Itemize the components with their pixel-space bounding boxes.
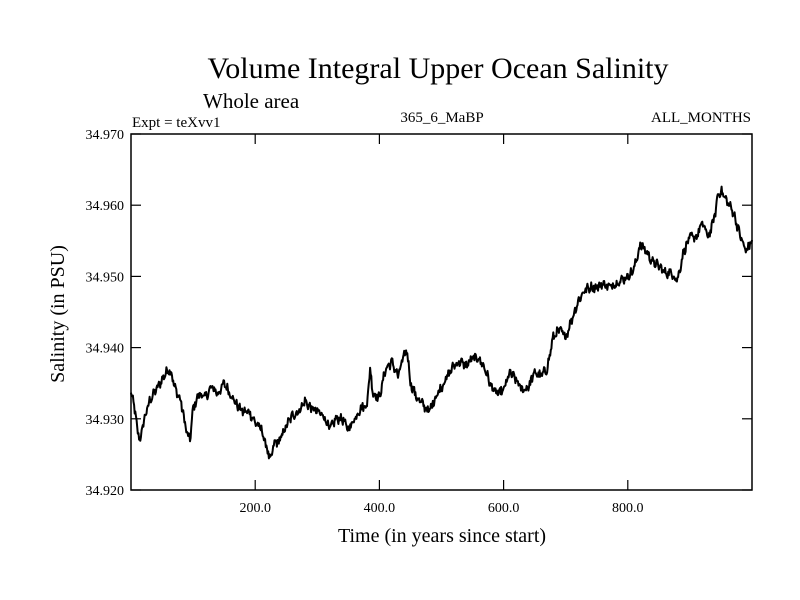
salinity-series-line xyxy=(130,185,753,460)
y-axis-label: Salinity (in PSU) xyxy=(47,245,69,383)
expt-label: Expt = teXvv1 xyxy=(132,115,220,131)
months-label: ALL_MONTHS xyxy=(651,110,751,126)
x-tick-label: 800.0 xyxy=(612,501,644,516)
y-tick-label: 34.950 xyxy=(86,270,125,285)
y-tick-label: 34.930 xyxy=(86,413,125,428)
y-tick-label: 34.920 xyxy=(86,484,125,499)
x-axis-ticks: 200.0 400.0 600.0 800.0 xyxy=(239,134,644,516)
y-tick-label: 34.970 xyxy=(86,128,125,143)
y-axis-ticks: 34.920 34.930 34.940 34.950 34.960 34.970 xyxy=(86,128,752,499)
chart-title: Volume Integral Upper Ocean Salinity xyxy=(208,52,669,85)
x-tick-label: 600.0 xyxy=(488,501,520,516)
chart-subtitle: Whole area xyxy=(203,89,300,113)
y-tick-label: 34.960 xyxy=(86,199,125,214)
plot-frame xyxy=(130,133,753,491)
experiment-id-label: 365_6_MaBP xyxy=(400,110,483,126)
x-tick-label: 400.0 xyxy=(364,501,396,516)
x-axis-label: Time (in years since start) xyxy=(338,525,546,547)
y-tick-label: 34.940 xyxy=(86,342,125,357)
x-tick-label: 200.0 xyxy=(239,501,271,516)
